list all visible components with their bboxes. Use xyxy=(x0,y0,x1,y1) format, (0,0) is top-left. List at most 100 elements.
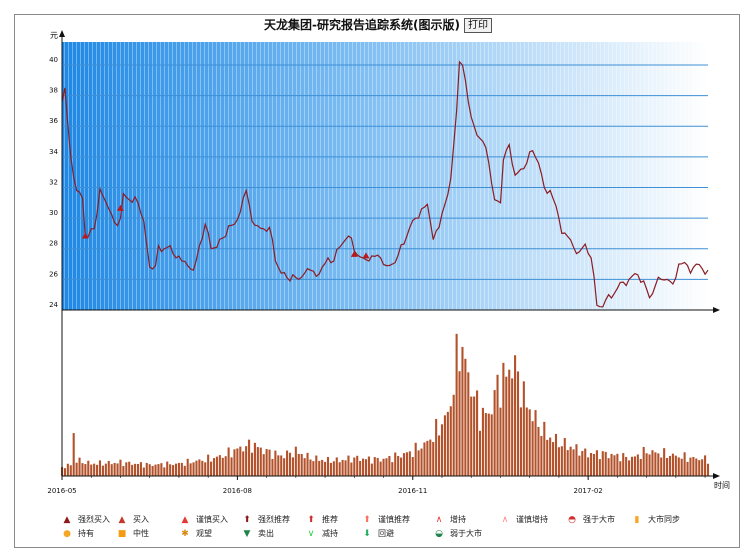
volume-bar xyxy=(370,463,373,476)
volume-bar xyxy=(581,451,584,476)
volume-bar xyxy=(72,433,75,476)
buy-icon: ▲ xyxy=(118,514,126,525)
volume-bar xyxy=(671,453,674,476)
volume-bar xyxy=(350,462,353,476)
volume-bar xyxy=(595,450,598,476)
volume-bar xyxy=(566,450,569,476)
volume-bar xyxy=(578,455,581,476)
volume-bar xyxy=(537,426,540,476)
volume-bar xyxy=(253,442,256,476)
volume-bar xyxy=(151,465,154,476)
volume-bar xyxy=(478,430,482,476)
volume-bar xyxy=(613,455,616,476)
cautious-overweight-icon: ∧ xyxy=(501,514,509,525)
avoid-icon: ⬇ xyxy=(363,528,371,539)
legend-label: 回避 xyxy=(378,529,394,538)
legend-label: 弱于大市 xyxy=(450,529,482,538)
volume-bar xyxy=(312,461,315,476)
volume-bar xyxy=(628,460,631,476)
volume-bar xyxy=(534,410,537,476)
rating-marks xyxy=(81,204,370,259)
legend-item: ▲ 买入 xyxy=(117,514,149,525)
volume-bar xyxy=(166,461,169,476)
volume-bar xyxy=(131,464,134,476)
volume-bar xyxy=(163,467,166,476)
price-line xyxy=(61,60,709,308)
volume-bar xyxy=(186,458,189,476)
legend-item: ● 持有 xyxy=(62,528,94,539)
volume-bar xyxy=(461,346,464,476)
volume-bar xyxy=(268,449,271,476)
volume-bar xyxy=(440,424,444,476)
volume-bar xyxy=(522,381,525,476)
y-axis-arrow-icon xyxy=(59,30,65,37)
volume-bar xyxy=(233,449,236,476)
strong-recommend-icon: ⬆ xyxy=(243,514,251,525)
outperform-icon: ◓ xyxy=(568,514,576,525)
y-tick-label: 34 xyxy=(49,148,58,156)
legend-label: 推荐 xyxy=(322,515,338,524)
y-tick-label: 26 xyxy=(49,270,58,278)
volume-bar xyxy=(402,453,406,476)
volume-bar xyxy=(540,436,543,476)
volume-bar xyxy=(502,362,505,476)
legend-label: 观望 xyxy=(196,529,212,538)
volume-bar xyxy=(362,458,365,476)
volume-bar xyxy=(291,457,294,476)
volume-bar xyxy=(335,457,338,476)
volume-bar xyxy=(668,455,672,476)
volume-bar xyxy=(239,446,242,476)
volume-bar xyxy=(499,407,502,476)
legend-item: ▲ 强烈买入 xyxy=(62,514,110,525)
x-axis-ticks: 2016-05 2016-08 2016-11 2017-02 xyxy=(47,476,706,495)
plot-area-stripes xyxy=(62,42,708,310)
legend-item: ◓ 强于大市 xyxy=(567,514,615,525)
volume-bar xyxy=(391,462,394,476)
legend-label: 买入 xyxy=(133,515,149,524)
volume-bar xyxy=(557,447,560,476)
volume-bar xyxy=(250,452,254,476)
volume-bar xyxy=(666,458,669,476)
volume-bar xyxy=(142,467,145,476)
volume-bar xyxy=(554,433,558,476)
volume-bar xyxy=(172,465,175,476)
volume-bar xyxy=(84,464,87,476)
volume-bar xyxy=(160,463,163,476)
volume-bar xyxy=(101,465,104,476)
volume-bar xyxy=(236,448,239,476)
volume-bar xyxy=(607,458,610,476)
volume-bar xyxy=(283,458,286,476)
volume-bar xyxy=(493,390,496,476)
volume-bar xyxy=(300,453,303,476)
volume-bar xyxy=(674,455,677,476)
volume-bar xyxy=(125,462,128,476)
underperform-icon: ◒ xyxy=(435,528,443,539)
volume-bar xyxy=(449,406,452,476)
volume-bar xyxy=(139,462,142,476)
volume-bar xyxy=(344,460,347,476)
volume-bar xyxy=(154,464,157,476)
sell-icon: ▼ xyxy=(243,528,251,539)
axes: 元时间 xyxy=(50,30,730,490)
volume-bar xyxy=(677,457,680,476)
volume-bar xyxy=(353,457,356,476)
volume-bar xyxy=(183,465,186,476)
legend-label: 强于大市 xyxy=(583,515,615,524)
legend-label: 谨慎买入 xyxy=(196,515,228,524)
volume-bar xyxy=(180,462,183,476)
volume-bar xyxy=(473,396,476,476)
volume-bar xyxy=(376,457,379,476)
volume-bar xyxy=(198,459,201,476)
volume-bar xyxy=(563,438,566,476)
volume-bar xyxy=(622,453,625,476)
volume-bar xyxy=(324,461,327,476)
y-tick-label: 38 xyxy=(49,87,58,95)
volume-bar xyxy=(113,463,116,476)
volume-bar xyxy=(452,394,455,476)
print-button[interactable]: 打印 xyxy=(463,18,492,33)
legend-item: ◒ 弱于大市 xyxy=(434,528,482,539)
volume-bar xyxy=(455,333,458,476)
volume-bar xyxy=(487,413,490,476)
legend-item: ⬆ 强烈推荐 xyxy=(242,514,290,525)
